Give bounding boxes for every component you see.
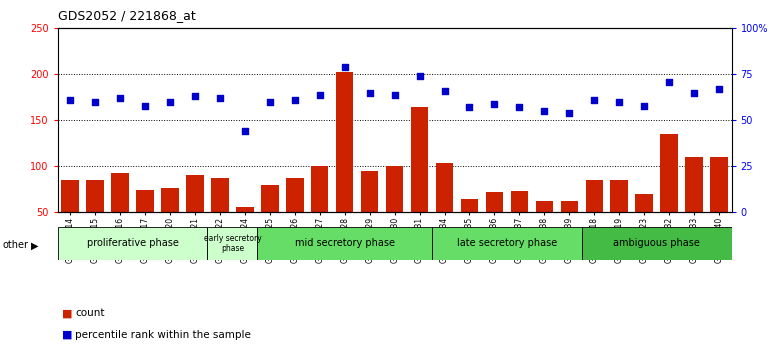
Bar bbox=[585, 180, 603, 212]
Bar bbox=[436, 163, 454, 212]
Text: ▶: ▶ bbox=[31, 240, 38, 250]
Bar bbox=[432, 227, 582, 260]
Point bbox=[688, 90, 700, 96]
Bar bbox=[582, 227, 732, 260]
Point bbox=[214, 96, 226, 101]
Point bbox=[388, 92, 400, 97]
Point bbox=[363, 90, 376, 96]
Bar bbox=[336, 72, 353, 212]
Bar bbox=[207, 227, 257, 260]
Point bbox=[64, 97, 76, 103]
Text: ambiguous phase: ambiguous phase bbox=[613, 238, 700, 249]
Point bbox=[289, 97, 301, 103]
Point bbox=[713, 86, 725, 92]
Bar bbox=[286, 178, 303, 212]
Point bbox=[89, 99, 102, 105]
Bar bbox=[112, 173, 129, 212]
Point bbox=[189, 93, 201, 99]
Point bbox=[164, 99, 176, 105]
Text: proliferative phase: proliferative phase bbox=[87, 238, 179, 249]
Point bbox=[139, 103, 151, 108]
Bar bbox=[86, 180, 104, 212]
Point bbox=[638, 103, 651, 108]
Bar bbox=[261, 185, 279, 212]
Point bbox=[438, 88, 450, 94]
Text: other: other bbox=[2, 240, 28, 250]
Bar bbox=[161, 188, 179, 212]
Point bbox=[263, 99, 276, 105]
Point bbox=[538, 108, 551, 114]
Bar bbox=[236, 207, 253, 212]
Point bbox=[613, 99, 625, 105]
Point bbox=[114, 96, 126, 101]
Bar bbox=[685, 157, 703, 212]
Bar bbox=[136, 190, 154, 212]
Text: early secretory
phase: early secretory phase bbox=[203, 234, 261, 253]
Point bbox=[588, 97, 601, 103]
Bar bbox=[58, 227, 207, 260]
Bar bbox=[386, 166, 403, 212]
Bar bbox=[486, 192, 503, 212]
Bar bbox=[62, 180, 79, 212]
Text: percentile rank within the sample: percentile rank within the sample bbox=[75, 330, 251, 339]
Text: ■: ■ bbox=[62, 308, 72, 318]
Bar bbox=[511, 191, 528, 212]
Point bbox=[464, 105, 476, 110]
Text: count: count bbox=[75, 308, 105, 318]
Point bbox=[239, 129, 251, 134]
Bar bbox=[411, 107, 428, 212]
Bar bbox=[186, 175, 204, 212]
Bar bbox=[257, 227, 432, 260]
Bar bbox=[211, 178, 229, 212]
Bar bbox=[536, 201, 553, 212]
Bar bbox=[661, 134, 678, 212]
Point bbox=[413, 73, 426, 79]
Text: late secretory phase: late secretory phase bbox=[457, 238, 557, 249]
Bar bbox=[311, 166, 329, 212]
Bar bbox=[611, 180, 628, 212]
Point bbox=[663, 79, 675, 85]
Bar bbox=[710, 157, 728, 212]
Point bbox=[339, 64, 351, 70]
Text: mid secretory phase: mid secretory phase bbox=[295, 238, 395, 249]
Text: ■: ■ bbox=[62, 330, 72, 339]
Bar bbox=[361, 171, 378, 212]
Text: GDS2052 / 221868_at: GDS2052 / 221868_at bbox=[58, 9, 196, 22]
Bar bbox=[561, 201, 578, 212]
Bar bbox=[635, 194, 653, 212]
Point bbox=[488, 101, 500, 107]
Point bbox=[563, 110, 575, 116]
Bar bbox=[460, 199, 478, 212]
Point bbox=[514, 105, 526, 110]
Point bbox=[313, 92, 326, 97]
